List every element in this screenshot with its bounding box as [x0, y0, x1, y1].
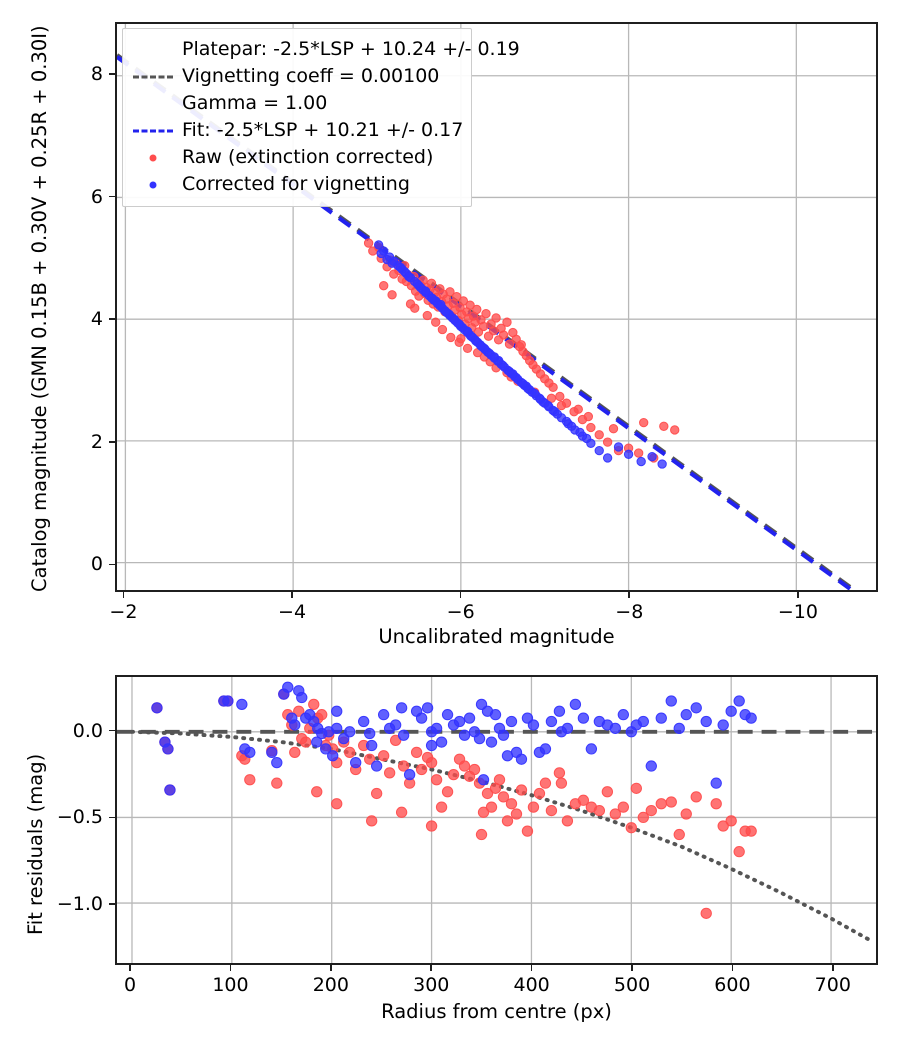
calibration-ytick-label: 4	[90, 308, 103, 331]
legend-label-fit: Fit: -2.5*LSP + 10.21 +/- 0.17	[182, 119, 464, 141]
calibration-ytick-label: 8	[90, 63, 103, 86]
legend-label-platepar: Platepar: -2.5*LSP + 10.24 +/- 0.19	[182, 38, 520, 60]
residuals-ytick-label: −0.5	[56, 806, 103, 829]
calibration-xtick-mark	[628, 592, 631, 598]
calibration-legend: Platepar: -2.5*LSP + 10.24 +/- 0.19 Vign…	[122, 28, 520, 207]
legend-item-raw: Raw (extinction corrected)	[132, 144, 462, 171]
calibration-xtick-label: −2	[109, 601, 138, 623]
legend-item-vignetting-coeff: Vignetting coeff = 0.00100	[132, 63, 462, 90]
residuals-xtick-mark	[731, 965, 734, 971]
calibration-ytick-mark	[109, 73, 115, 75]
residuals-ytick-mark	[109, 729, 115, 732]
residuals-plot-canvas	[117, 677, 876, 963]
legend-handle-dot-blue	[132, 176, 174, 194]
legend-item-fit: Fit: -2.5*LSP + 10.21 +/- 0.17	[132, 117, 464, 144]
legend-label-corrected: Corrected for vignetting	[182, 173, 410, 195]
calibration-ytick-mark	[109, 195, 115, 198]
residuals-xtick-label: 400	[513, 974, 550, 996]
residuals-ytick-mark	[109, 903, 115, 905]
calibration-ytick-label: 0	[90, 553, 103, 576]
residuals-ytick-label: −1.0	[56, 893, 103, 916]
calibration-xtick-mark	[459, 592, 462, 598]
residuals-xtick-mark	[530, 965, 533, 971]
calibration-xtick-label: −8	[615, 601, 644, 623]
legend-item-corrected: Corrected for vignetting	[132, 171, 462, 198]
residuals-xtick-mark	[229, 965, 232, 971]
calibration-xtick-label: −4	[278, 601, 307, 623]
residuals-xtick-label: 500	[613, 974, 651, 996]
residuals-ytick-label: 0.0	[72, 719, 103, 742]
legend-item-platepar: Platepar: -2.5*LSP + 10.24 +/- 0.19	[132, 36, 520, 63]
calibration-ytick-label: 2	[90, 430, 103, 453]
legend-handle-blank	[132, 41, 174, 59]
residuals-xtick-mark	[330, 965, 332, 971]
legend-handle-dot-red	[132, 149, 174, 167]
residuals-yaxis-title: Fit residuals (mag)	[24, 753, 47, 935]
residuals-xaxis-title: Radius from centre (px)	[381, 1000, 612, 1023]
calibration-xtick-mark	[291, 592, 293, 598]
legend-item-gamma: Gamma = 1.00	[132, 90, 462, 117]
calibration-xtick-mark	[122, 592, 125, 598]
residuals-xtick-label: 700	[814, 974, 851, 996]
legend-handle-dashed-blue	[132, 122, 174, 140]
residuals-xtick-mark	[430, 965, 433, 971]
fit-residuals-plot	[115, 675, 878, 965]
residuals-xtick-label: 100	[212, 974, 249, 996]
calibration-xtick-label: −10	[777, 601, 818, 623]
legend-handle-blank-2	[132, 95, 174, 113]
legend-label-vignetting-coeff: Vignetting coeff = 0.00100	[182, 65, 440, 87]
legend-handle-dashed-gray	[132, 68, 174, 86]
calibration-ytick-mark	[109, 563, 115, 566]
residuals-xtick-label: 600	[714, 974, 751, 996]
calibration-ytick-label: 6	[90, 185, 103, 208]
residuals-xtick-mark	[631, 965, 633, 971]
residuals-xtick-label: 0	[124, 974, 137, 996]
residuals-ytick-mark	[109, 816, 115, 819]
calibration-xaxis-title: Uncalibrated magnitude	[378, 625, 615, 648]
calibration-xtick-label: −6	[446, 601, 475, 623]
residuals-xtick-mark	[832, 965, 834, 971]
legend-label-raw: Raw (extinction corrected)	[182, 146, 434, 168]
legend-label-gamma: Gamma = 1.00	[182, 92, 328, 114]
calibration-yaxis-title: Catalog magnitude (GMN 0.15B + 0.30V + 0…	[28, 25, 51, 592]
calibration-ytick-mark	[109, 318, 115, 321]
residuals-xtick-label: 300	[413, 974, 450, 996]
calibration-ytick-mark	[109, 441, 115, 443]
residuals-xtick-mark	[129, 965, 131, 971]
residuals-xtick-label: 200	[312, 974, 349, 996]
calibration-xtick-mark	[797, 592, 799, 598]
